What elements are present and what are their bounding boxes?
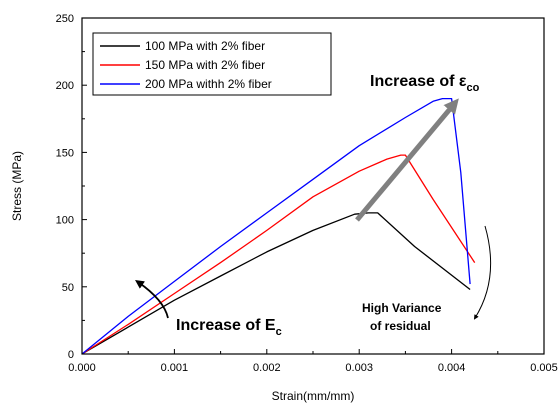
x-tick-label: 0.001 [161,362,189,374]
modulus-annotation: Increase of Ec [176,317,282,338]
series-layer [81,97,476,355]
x-axis-label: Strain(mm/mm) [272,389,355,403]
legend: 100 MPa with 2% fiber 150 MPa with 2% fi… [92,32,332,96]
modulus-annotation-main: Increase of E [176,317,276,334]
residual-arrow [473,225,492,320]
y-tick-label: 150 [56,147,74,159]
x-tick-label: 0.003 [345,362,373,374]
x-tick-label: 0.002 [253,362,281,374]
peak-strain-arrow [355,98,459,222]
peak-strain-annotation: Increase of εco [370,73,480,94]
y-axis-label: Stress (MPa) [10,151,24,221]
residual-annotation-line1: High Variance [362,301,442,315]
modulus-annotation-sub: c [276,326,282,338]
y-tick-label: 0 [68,349,74,361]
series-line-1 [81,154,476,355]
residual-annotation-line2: of residual [370,319,431,333]
series-line-0 [81,212,471,355]
legend-label-100mpa: 100 MPa with 2% fiber [145,39,265,53]
x-tick-label: 0.005 [530,362,558,374]
peak-strain-annotation-sub: co [467,82,480,94]
x-tick-label: 0.000 [68,362,96,374]
legend-label-200mpa: 200 MPa withh 2% fiber [145,77,272,91]
y-tick-label: 100 [56,215,74,227]
y-tick-label: 250 [56,13,74,25]
modulus-arrow [135,279,169,319]
x-tick-label: 0.004 [438,362,466,374]
y-tick-label: 50 [62,282,74,294]
legend-label-150mpa: 150 MPa with 2% fiber [145,58,265,72]
peak-strain-annotation-main: Increase of ε [370,73,467,90]
y-tick-label: 200 [56,80,74,92]
ticks-layer: 0.000 0.001 0.002 0.003 0.004 0.005 0 50 100 150 2… [56,13,558,374]
